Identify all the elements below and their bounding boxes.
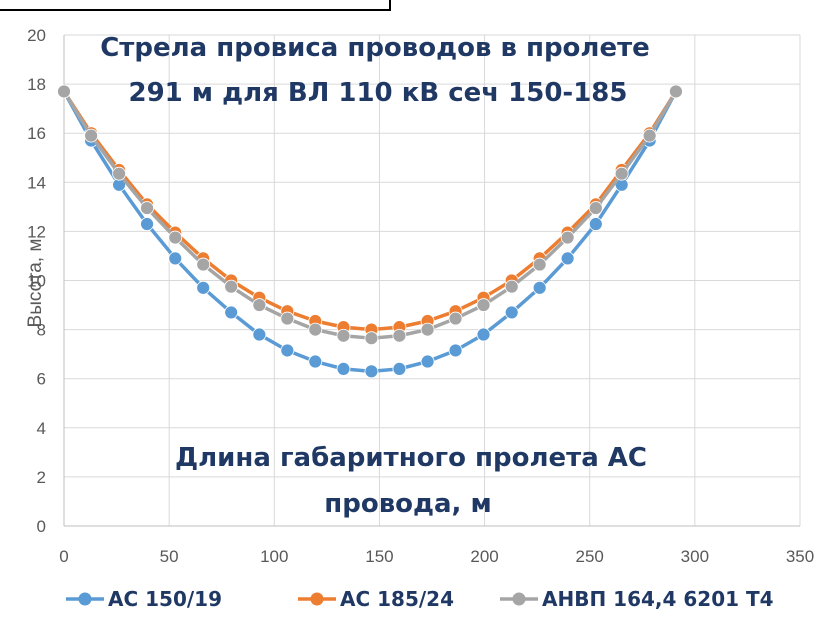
data-point <box>642 128 657 143</box>
x-tick-label: 150 <box>365 547 393 566</box>
data-point <box>588 201 603 215</box>
data-point <box>420 322 435 337</box>
x-tick-label: 250 <box>576 547 604 566</box>
data-point <box>140 201 154 215</box>
data-point <box>196 280 211 295</box>
data-point <box>364 331 379 346</box>
data-point <box>560 230 575 245</box>
x-tick-label: 200 <box>470 547 498 566</box>
x-tick-label: 350 <box>786 547 814 566</box>
x-tick-label: 50 <box>160 547 179 566</box>
x-tick-label: 100 <box>260 547 288 566</box>
data-point <box>532 280 547 295</box>
data-point <box>252 298 267 312</box>
legend-marker <box>512 592 526 606</box>
legend-item-1: АС 150/19 <box>66 587 222 611</box>
data-point <box>84 128 99 143</box>
data-point <box>476 298 491 312</box>
data-point <box>364 364 379 379</box>
data-point <box>420 354 435 369</box>
data-point <box>392 361 407 376</box>
data-point <box>140 217 154 231</box>
legend-label: АС 185/24 <box>340 587 454 611</box>
data-point <box>196 257 211 272</box>
data-point <box>224 279 239 294</box>
data-point <box>532 257 547 272</box>
data-point <box>588 217 603 231</box>
y-tick-label: 18 <box>27 75 46 94</box>
data-point <box>57 84 71 99</box>
series-3 <box>57 84 683 346</box>
legend-label: АНВП 164,4 6201 Т4 <box>542 587 774 611</box>
data-point <box>448 343 463 358</box>
legend-marker <box>310 592 324 606</box>
data-point <box>280 343 295 358</box>
y-tick-label: 20 <box>27 26 46 45</box>
y-tick-label: 2 <box>37 468 46 487</box>
legend-item-3: АНВП 164,4 6201 Т4 <box>500 587 774 611</box>
chart-title-line-1: Стрела провиса проводов в пролете <box>100 33 650 63</box>
y-tick-label: 6 <box>37 370 46 389</box>
data-point <box>669 84 683 99</box>
data-point <box>280 311 295 326</box>
y-tick-label: 8 <box>37 321 46 340</box>
data-point <box>336 328 351 343</box>
data-point <box>560 251 575 266</box>
y-tick-label: 16 <box>27 124 46 143</box>
data-point <box>504 279 519 294</box>
data-point <box>448 311 463 326</box>
data-point <box>252 327 267 342</box>
x-axis-label-line-2: провода, м <box>324 489 491 519</box>
y-tick-label: 14 <box>27 173 46 192</box>
series-layer <box>57 84 683 379</box>
data-point <box>168 230 183 245</box>
data-point <box>308 322 323 337</box>
y-tick-label: 4 <box>37 419 46 438</box>
x-tick-label: 300 <box>681 547 709 566</box>
data-point <box>504 305 519 320</box>
legend-marker <box>78 592 92 606</box>
labels: Высота, м Стрела провиса проводов в прол… <box>25 33 650 519</box>
data-point <box>224 305 239 320</box>
data-point <box>476 327 491 342</box>
series-line <box>62 90 678 332</box>
chart-title-line-2: 291 м для ВЛ 110 кВ сеч 150-185 <box>128 78 627 108</box>
data-point <box>392 328 407 343</box>
y-axis-label: Высота, м <box>25 239 46 328</box>
y-tick-label: 12 <box>27 222 46 241</box>
data-point <box>112 166 126 181</box>
data-point <box>308 354 323 369</box>
x-tick-label: 0 <box>59 547 68 566</box>
data-point <box>336 361 351 376</box>
legend-item-2: АС 185/24 <box>298 587 454 611</box>
data-point <box>168 251 183 266</box>
frame-fragment <box>0 0 391 11</box>
x-axis-label-line-1: Длина габаритного пролета АС <box>175 443 647 473</box>
y-tick-label: 10 <box>27 272 46 291</box>
y-tick-label: 0 <box>37 517 46 536</box>
data-point <box>614 166 629 181</box>
legend-label: АС 150/19 <box>108 587 222 611</box>
legend: АС 150/19 АС 185/24 АНВП 164,4 6201 Т4 <box>66 587 774 611</box>
